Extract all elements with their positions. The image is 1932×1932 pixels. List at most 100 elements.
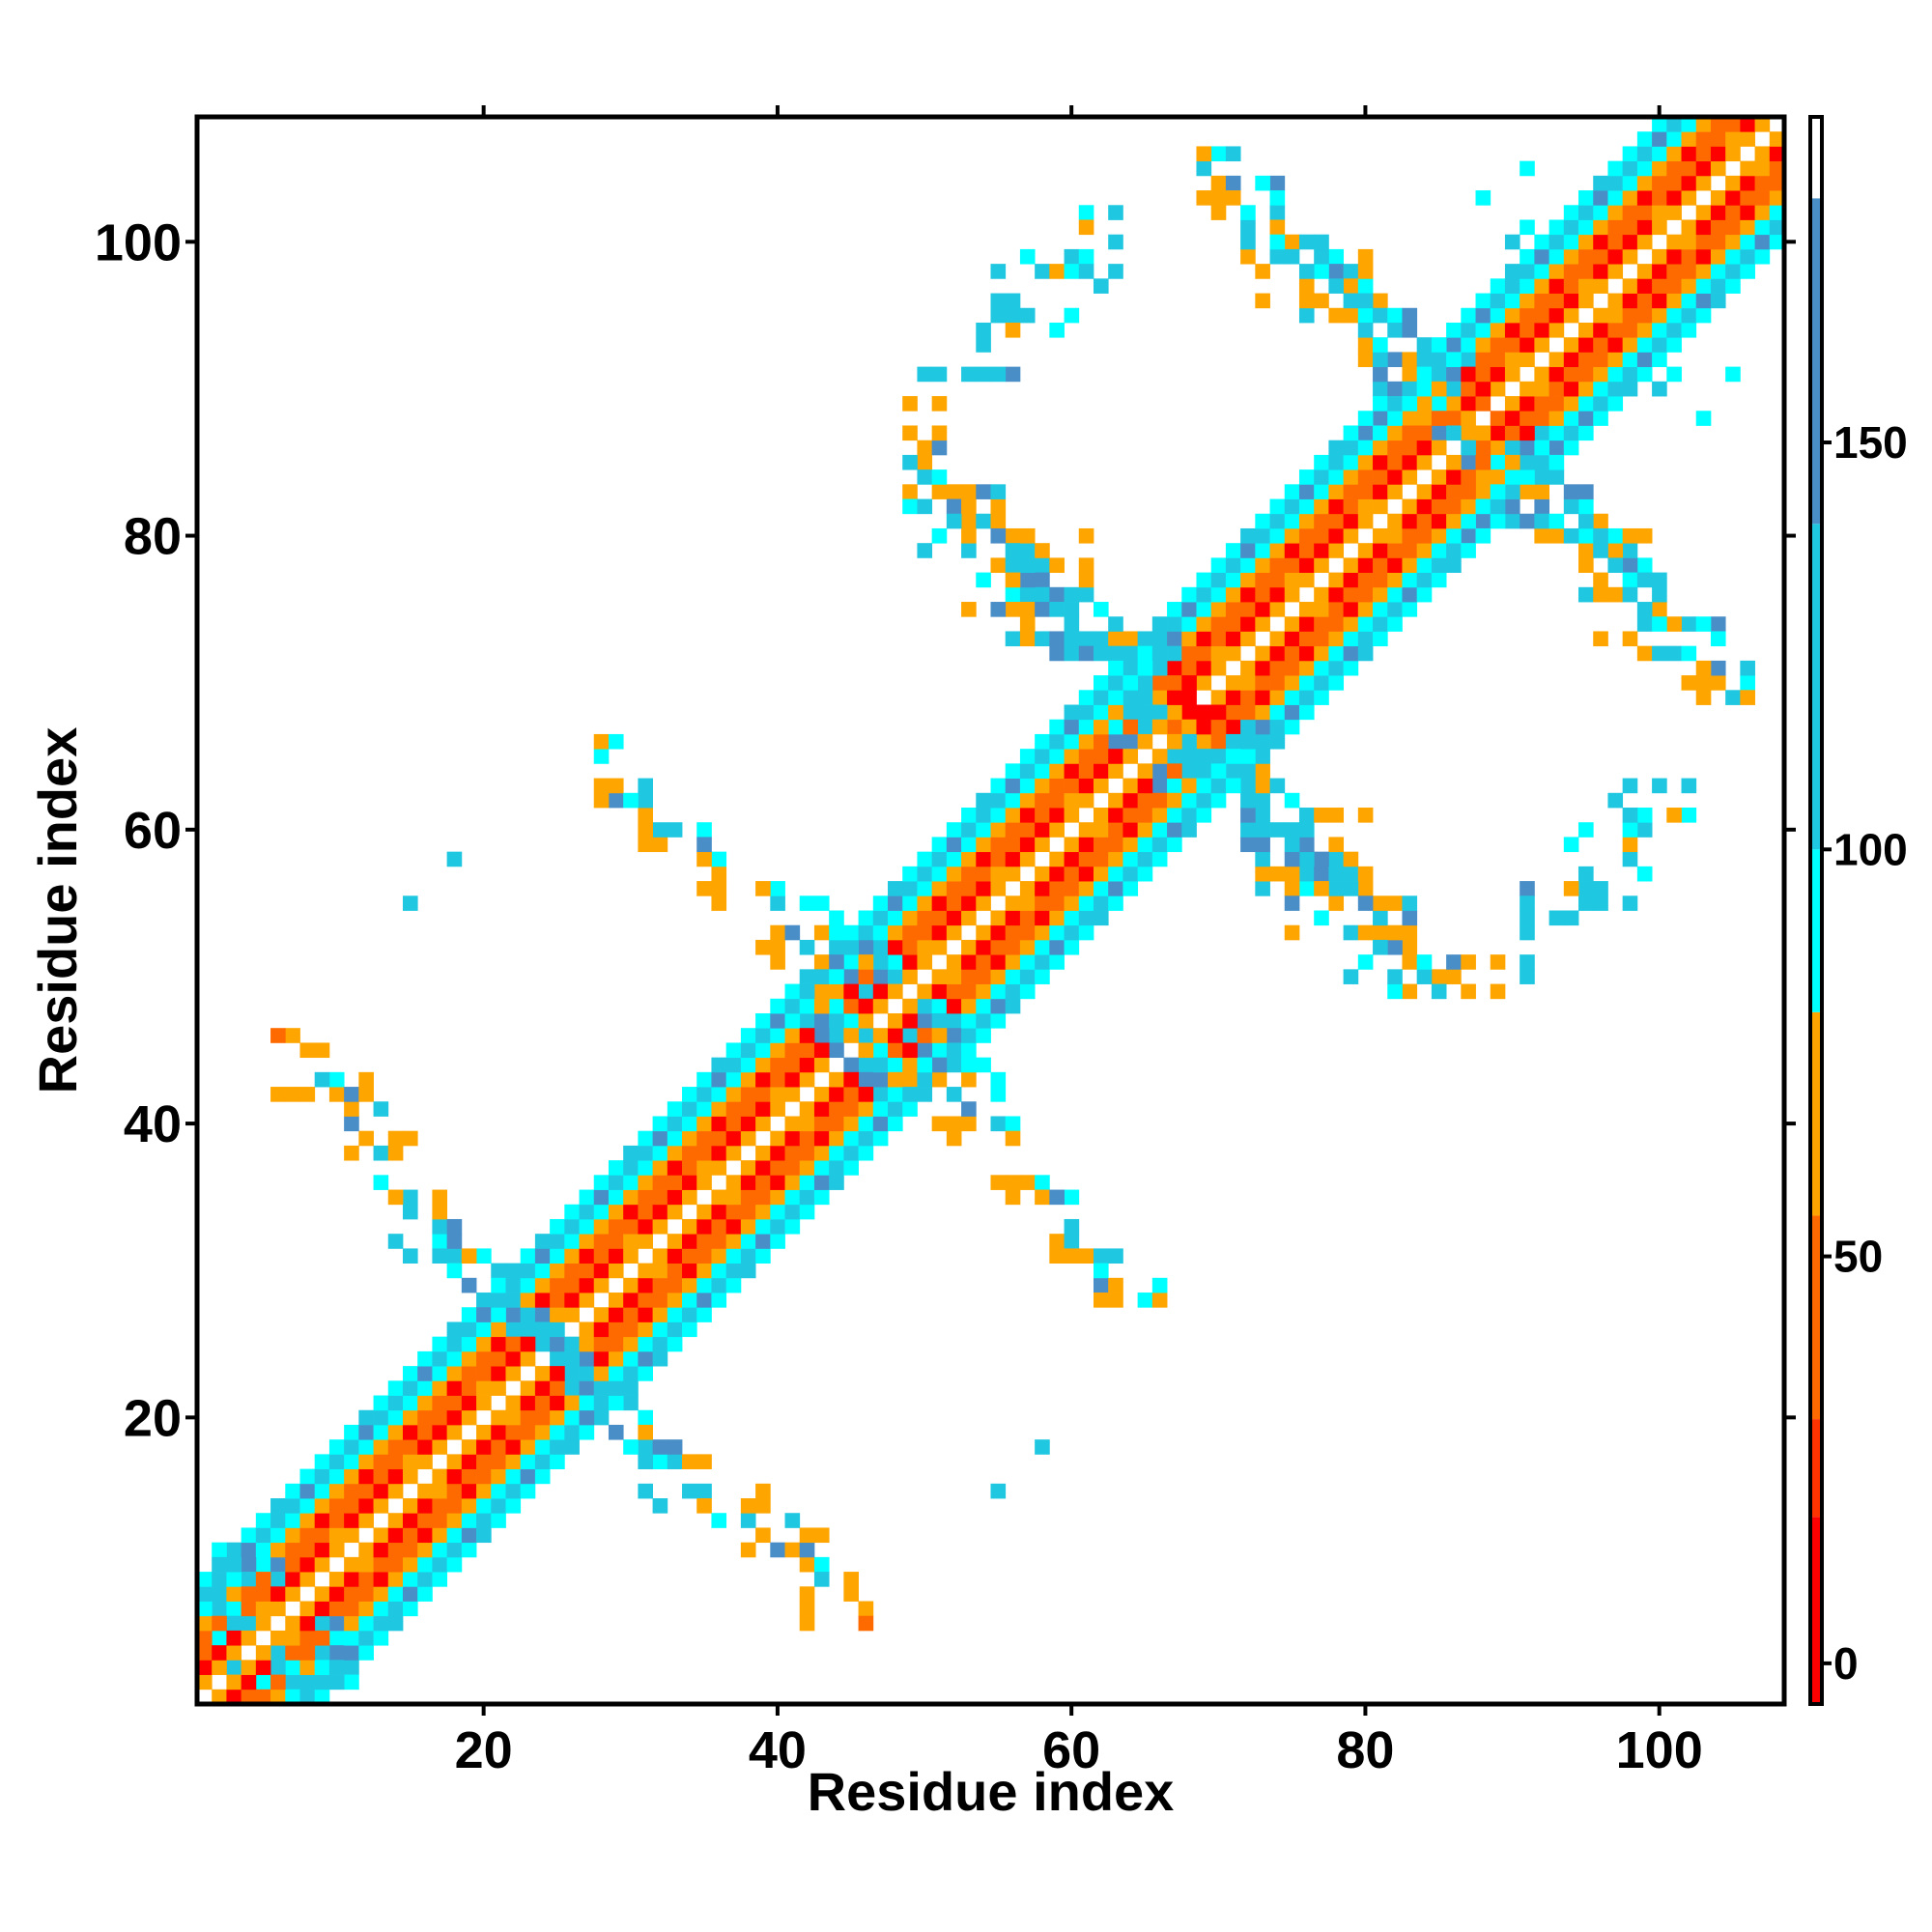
heatmap-cell <box>1681 234 1697 250</box>
heatmap-cell <box>1108 719 1123 735</box>
heatmap-cell <box>1255 293 1270 309</box>
heatmap-cell <box>1622 366 1638 383</box>
heatmap-cell <box>652 1130 668 1147</box>
heatmap-cell <box>344 1527 359 1544</box>
heatmap-cell <box>1064 866 1080 882</box>
heatmap-cell <box>1475 469 1492 485</box>
heatmap-cell <box>872 1028 889 1043</box>
heatmap-cell <box>1151 645 1168 662</box>
heatmap-cell <box>946 983 962 1000</box>
heatmap-cell <box>1005 631 1021 647</box>
heatmap-cell <box>314 1542 330 1558</box>
heatmap-cell <box>446 1234 463 1249</box>
heatmap-cell <box>1210 719 1227 735</box>
heatmap-cell <box>1298 837 1315 853</box>
heatmap-cell <box>1314 631 1329 647</box>
heatmap-cell <box>1108 205 1123 220</box>
heatmap-cell <box>1269 219 1286 236</box>
heatmap-cell <box>505 1409 522 1426</box>
heatmap-cell <box>1578 411 1594 426</box>
heatmap-cell <box>1534 248 1549 265</box>
heatmap-cell <box>652 1175 668 1190</box>
heatmap-cell <box>1269 543 1286 558</box>
heatmap-cell <box>197 1572 213 1587</box>
heatmap-cell <box>1636 352 1653 368</box>
heatmap-cell <box>1357 352 1374 368</box>
heatmap-cell <box>696 881 712 896</box>
heatmap-cell <box>740 1042 756 1059</box>
heatmap-cell <box>1357 293 1374 309</box>
heatmap-cell <box>1373 366 1388 383</box>
heatmap-cell <box>1181 808 1197 823</box>
heatmap-cell <box>961 969 977 984</box>
heatmap-cell <box>990 307 1007 324</box>
heatmap-cell <box>813 1527 830 1544</box>
heatmap-cell <box>328 1572 345 1587</box>
heatmap-cell <box>682 1248 697 1264</box>
heatmap-cell <box>1475 322 1492 338</box>
heatmap-cell <box>872 1101 889 1117</box>
heatmap-cell <box>1578 586 1594 603</box>
heatmap-cell <box>902 425 918 441</box>
heatmap-cell <box>638 1277 653 1293</box>
heatmap-cell <box>1416 484 1433 499</box>
heatmap-cell <box>226 1630 242 1646</box>
heatmap-cell <box>1328 527 1345 544</box>
heatmap-cell <box>667 1277 683 1293</box>
heatmap-cell <box>1357 440 1374 456</box>
heatmap-cell <box>1504 440 1520 456</box>
heatmap-cell <box>1225 190 1241 206</box>
heatmap-cell <box>1652 352 1667 368</box>
heatmap-cell <box>961 822 977 838</box>
heatmap-cell <box>1681 616 1697 632</box>
heatmap-cell <box>829 1087 844 1102</box>
heatmap-cell <box>1402 939 1418 955</box>
heatmap-cell <box>387 1513 404 1528</box>
heatmap-cell <box>1035 866 1050 882</box>
heatmap-cell <box>1578 352 1594 368</box>
heatmap-cell <box>1049 1248 1065 1264</box>
heatmap-cell <box>461 1468 477 1485</box>
heatmap-cell <box>1593 219 1608 236</box>
heatmap-cell <box>1122 822 1139 838</box>
heatmap-cell <box>1373 381 1388 397</box>
heatmap-cell <box>1431 352 1447 368</box>
heatmap-cell <box>241 1601 257 1617</box>
heatmap-cell <box>1343 969 1359 984</box>
heatmap-cell <box>299 1513 316 1528</box>
heatmap-cell <box>1402 602 1418 617</box>
heatmap-cell <box>1167 749 1182 764</box>
heatmap-cell <box>1373 454 1388 470</box>
heatmap-cell <box>1622 543 1638 558</box>
heatmap-cell <box>1255 690 1270 705</box>
heatmap-cell <box>1504 513 1520 529</box>
heatmap-cell <box>270 1601 286 1617</box>
heatmap-cell <box>1035 822 1050 838</box>
heatmap-cell <box>740 1248 756 1264</box>
heatmap-cell <box>623 1189 639 1206</box>
heatmap-cell <box>1328 881 1345 896</box>
heatmap-cell <box>931 1057 948 1073</box>
heatmap-cell <box>1035 939 1050 955</box>
heatmap-cell <box>1416 498 1433 515</box>
heatmap-cell <box>417 1483 433 1499</box>
heatmap-cell <box>1343 881 1359 896</box>
heatmap-cell <box>1461 352 1476 368</box>
heatmap-cell <box>1122 881 1139 896</box>
heatmap-cell <box>931 851 948 867</box>
heatmap-cell <box>1725 117 1741 132</box>
heatmap-cell <box>1387 983 1403 1000</box>
heatmap-cell <box>638 1218 653 1235</box>
heatmap-cell <box>1622 557 1638 573</box>
heatmap-cell <box>696 1130 712 1147</box>
heatmap-cell <box>638 1189 653 1206</box>
heatmap-cell <box>1622 837 1638 853</box>
heatmap-cell <box>1064 1218 1080 1235</box>
heatmap-cell <box>1167 704 1182 721</box>
heatmap-cell <box>740 1498 756 1514</box>
heatmap-cell <box>902 1057 918 1073</box>
heatmap-cell <box>682 1145 697 1161</box>
heatmap-cell <box>682 1116 697 1132</box>
heatmap-cell <box>417 1527 433 1544</box>
